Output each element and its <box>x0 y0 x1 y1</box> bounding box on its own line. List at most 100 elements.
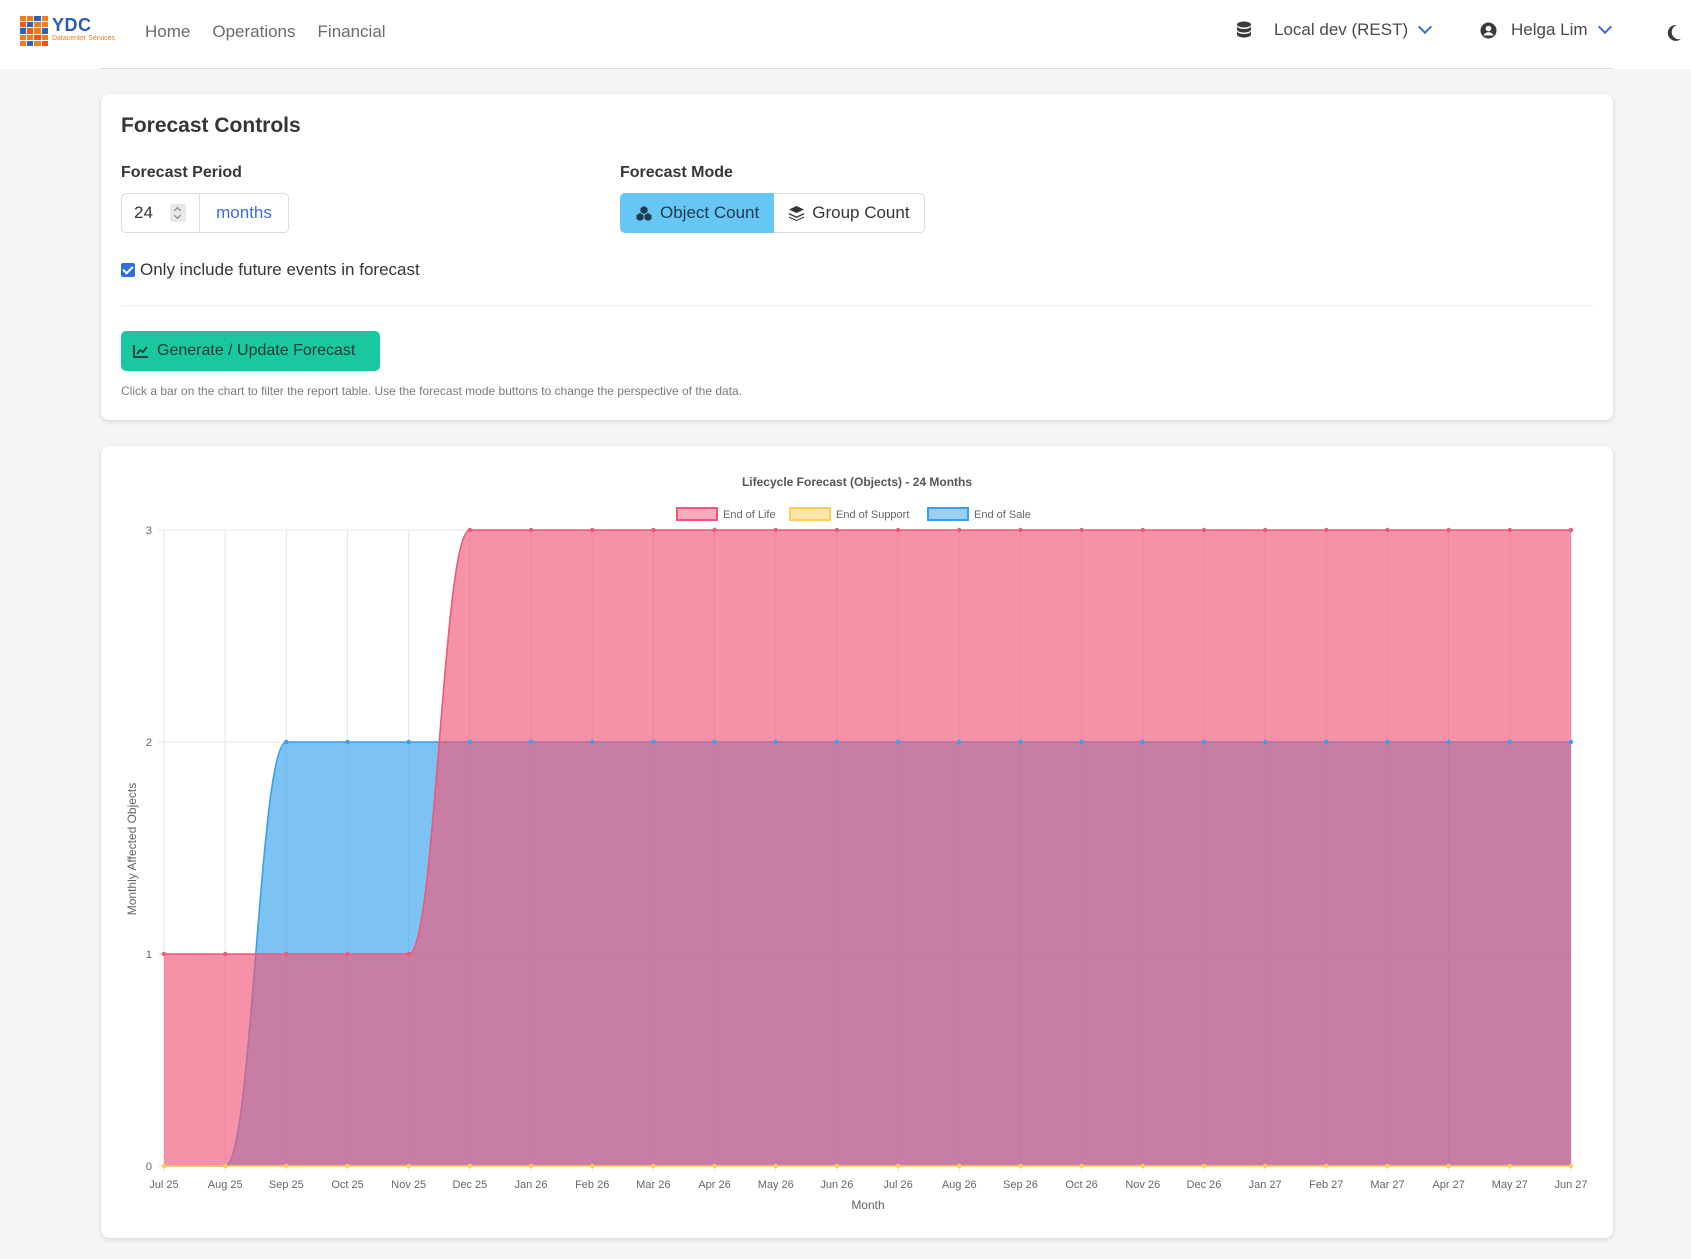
brand-logo[interactable]: YDC Datacenter Services <box>20 16 115 50</box>
data-point[interactable] <box>712 1163 717 1169</box>
data-point[interactable] <box>651 527 656 533</box>
data-point[interactable] <box>1568 1163 1574 1169</box>
data-point[interactable] <box>1568 527 1574 533</box>
series-area-end-of-life[interactable] <box>164 530 1571 1166</box>
nav-link-home[interactable]: Home <box>145 22 191 41</box>
x-axis-label: Month <box>851 1198 884 1212</box>
data-point[interactable] <box>528 527 534 533</box>
data-point[interactable] <box>161 951 167 957</box>
data-point[interactable] <box>345 1163 350 1169</box>
data-point[interactable] <box>590 739 595 745</box>
data-point[interactable] <box>406 951 411 957</box>
data-point[interactable] <box>651 1163 656 1169</box>
data-point[interactable] <box>1201 739 1207 745</box>
legend-item-end-of-support[interactable]: End of Support <box>789 507 909 521</box>
data-point[interactable] <box>222 1163 228 1169</box>
data-point[interactable] <box>1324 1163 1329 1169</box>
data-point[interactable] <box>1140 1163 1145 1169</box>
data-point[interactable] <box>590 1163 595 1169</box>
lifecycle-forecast-chart[interactable]: Lifecycle Forecast (Objects) - 24 Months… <box>101 446 1613 1238</box>
data-point[interactable] <box>1446 1163 1451 1169</box>
data-point[interactable] <box>1018 527 1023 533</box>
data-point[interactable] <box>1201 1163 1207 1169</box>
data-point[interactable] <box>1018 1163 1023 1169</box>
data-point[interactable] <box>712 739 717 745</box>
number-spinner-icon[interactable] <box>170 204 186 222</box>
data-point[interactable] <box>1507 527 1513 533</box>
moon-icon[interactable] <box>1666 24 1682 42</box>
data-point[interactable] <box>161 1163 167 1169</box>
forecast-period-input[interactable]: 24 <box>122 194 200 232</box>
data-point[interactable] <box>345 951 350 957</box>
data-point[interactable] <box>590 527 595 533</box>
group-count-button[interactable]: Group Count <box>774 193 925 233</box>
data-point[interactable] <box>1507 739 1513 745</box>
data-point[interactable] <box>1140 739 1145 745</box>
data-point[interactable] <box>1385 1163 1390 1169</box>
data-point[interactable] <box>1262 527 1268 533</box>
data-point[interactable] <box>406 739 411 745</box>
data-point[interactable] <box>528 739 534 745</box>
object-count-button[interactable]: Object Count <box>620 193 775 233</box>
data-point[interactable] <box>1568 739 1574 745</box>
data-point[interactable] <box>1201 527 1207 533</box>
data-point[interactable] <box>1324 739 1329 745</box>
data-point[interactable] <box>1446 527 1451 533</box>
data-point[interactable] <box>1385 527 1390 533</box>
data-point[interactable] <box>773 1163 778 1169</box>
data-point[interactable] <box>957 527 962 533</box>
data-point[interactable] <box>834 739 840 745</box>
data-point[interactable] <box>773 739 778 745</box>
data-point[interactable] <box>1018 739 1023 745</box>
data-point[interactable] <box>1385 739 1390 745</box>
connection-dropdown[interactable]: Local dev (REST) <box>1236 19 1433 40</box>
generate-forecast-button[interactable]: Generate / Update Forecast <box>121 331 380 371</box>
data-point[interactable] <box>834 527 840 533</box>
data-point[interactable] <box>284 739 289 745</box>
user-circle-icon <box>1480 22 1497 38</box>
data-point[interactable] <box>528 1163 534 1169</box>
data-point[interactable] <box>1262 1163 1268 1169</box>
data-point[interactable] <box>284 951 289 957</box>
data-point[interactable] <box>406 1163 411 1169</box>
data-point[interactable] <box>1262 739 1268 745</box>
data-point[interactable] <box>1079 739 1084 745</box>
data-point[interactable] <box>467 527 473 533</box>
data-point[interactable] <box>834 1163 840 1169</box>
user-menu[interactable]: Helga Lim <box>1480 19 1612 40</box>
x-tick-label: Oct 26 <box>1065 1179 1097 1191</box>
data-point[interactable] <box>651 739 656 745</box>
x-tick-label: Jul 25 <box>149 1179 178 1191</box>
data-point[interactable] <box>1507 1163 1513 1169</box>
data-point[interactable] <box>957 1163 962 1169</box>
data-point[interactable] <box>222 951 228 957</box>
data-point[interactable] <box>1446 739 1451 745</box>
data-point[interactable] <box>467 1163 473 1169</box>
x-tick-label: Jun 26 <box>820 1179 853 1191</box>
data-point[interactable] <box>1079 1163 1084 1169</box>
x-tick-label: Mar 26 <box>636 1179 670 1191</box>
future-events-checkbox[interactable] <box>121 263 135 277</box>
data-point[interactable] <box>467 739 473 745</box>
data-point[interactable] <box>345 739 350 745</box>
data-point[interactable] <box>895 1163 901 1169</box>
legend-item-end-of-life[interactable]: End of Life <box>676 507 776 521</box>
data-point[interactable] <box>895 739 901 745</box>
legend-swatch <box>676 507 718 521</box>
future-events-label[interactable]: Only include future events in forecast <box>140 260 420 279</box>
nav-link-financial[interactable]: Financial <box>317 22 386 41</box>
forecast-mode-label: Forecast Mode <box>620 164 733 181</box>
data-point[interactable] <box>1324 527 1329 533</box>
data-point[interactable] <box>773 527 778 533</box>
data-point[interactable] <box>1079 527 1084 533</box>
data-point[interactable] <box>284 1163 289 1169</box>
data-point[interactable] <box>957 739 962 745</box>
data-point[interactable] <box>895 527 901 533</box>
legend-item-end-of-sale[interactable]: End of Sale <box>927 507 1031 521</box>
chart-title: Lifecycle Forecast (Objects) - 24 Months <box>742 475 972 489</box>
data-point[interactable] <box>1140 527 1145 533</box>
nav-link-operations[interactable]: Operations <box>212 22 296 41</box>
chart-hint-text: Click a bar on the chart to filter the r… <box>121 384 743 398</box>
x-tick-label: Apr 26 <box>698 1179 730 1191</box>
data-point[interactable] <box>712 527 717 533</box>
